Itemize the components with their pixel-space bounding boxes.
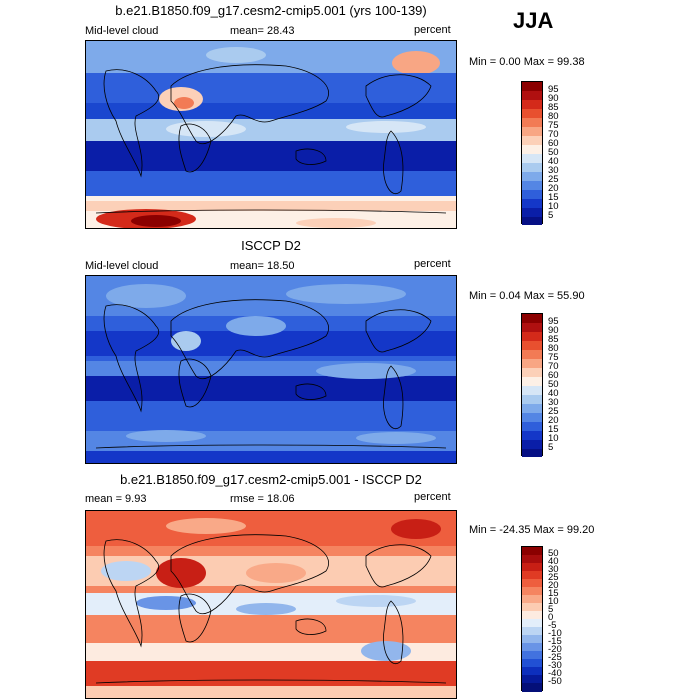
colorbar-tick-label: 85 [548, 334, 559, 345]
colorbar-tick-label: 30 [548, 397, 559, 408]
colorbar-tick-label: -20 [548, 644, 562, 655]
colorbar-tick-label: -5 [548, 620, 557, 631]
panel-2-mean-label: mean= 18.50 [230, 260, 295, 272]
colorbar-tick-label: 70 [548, 129, 559, 140]
colorbar-tick-label: 60 [548, 370, 559, 381]
colorbar-tick-label: 30 [548, 165, 559, 176]
colorbar-tick-label: 10 [548, 201, 559, 212]
panel-2-units-label: percent [414, 258, 451, 270]
colorbar-tick-label: 50 [548, 147, 559, 158]
colorbar-tick-label: 15 [548, 588, 559, 599]
colorbar-tick-label: -30 [548, 660, 562, 671]
season-label: JJA [513, 8, 554, 33]
panel-3-rmse-label: rmse = 18.06 [230, 493, 295, 505]
colorbar-tick-label: 90 [548, 93, 559, 104]
colorbar-tick-label: 75 [548, 352, 559, 363]
colorbar-tick-label: 75 [548, 120, 559, 131]
panel-1-variable-label: Mid-level cloud [85, 25, 159, 37]
colorbar-tick-label: 25 [548, 572, 559, 583]
panel-2-map [85, 275, 457, 464]
panel-1-colorbar: 95 90 85 80 75 70 60 50 40 30 25 20 15 1… [521, 81, 559, 225]
colorbar-tick-label: -50 [548, 676, 562, 687]
colorbar-tick-label: 50 [548, 548, 559, 559]
colorbar-tick-label: 40 [548, 156, 559, 167]
colorbar-tick-label: 70 [548, 361, 559, 372]
colorbar-tick-label: 95 [548, 316, 559, 327]
panel-2-variable-label: Mid-level cloud [85, 260, 159, 272]
colorbar-tick-label: 5 [548, 442, 554, 453]
colorbar-tick-label: 95 [548, 84, 559, 95]
colorbar-tick-label: 20 [548, 183, 559, 194]
panel-1-mean-label: mean= 28.43 [230, 25, 295, 37]
colorbar-tick-label: 80 [548, 111, 559, 122]
colorbar-tick-label: 0 [548, 612, 554, 623]
colorbar-tick-label: 60 [548, 138, 559, 149]
colorbar-tick-label: 5 [548, 210, 554, 221]
colorbar-tick-label: 20 [548, 580, 559, 591]
colorbar-tick-label: 25 [548, 174, 559, 185]
colorbar-tick-label: 10 [548, 596, 559, 607]
colorbar-tick-label: 50 [548, 379, 559, 390]
panel-1-units-label: percent [414, 24, 451, 36]
panel-2-colorbar: 95 90 85 80 75 70 60 50 40 30 25 20 15 1… [521, 313, 559, 457]
panel-3-minmax-label: Min = -24.35 Max = 99.20 [469, 524, 595, 536]
panel-2-title: ISCCP D2 [241, 238, 301, 253]
colorbar-tick-label: 15 [548, 424, 559, 435]
colorbar-tick-label: 85 [548, 102, 559, 113]
panel-2-minmax-label: Min = 0.04 Max = 55.90 [469, 290, 585, 302]
colorbar-tick-label: 90 [548, 325, 559, 336]
colorbar-tick-label: 20 [548, 415, 559, 426]
colorbar-tick-label: 80 [548, 343, 559, 354]
colorbar-tick-label: 10 [548, 433, 559, 444]
panel-1-title: b.e21.B1850.f09_g17.cesm2-cmip5.001 (yrs… [115, 3, 427, 18]
colorbar-tick-label: 15 [548, 192, 559, 203]
panel-3-mean-label: mean = 9.93 [85, 493, 147, 505]
colorbar-tick-label: 5 [548, 604, 554, 615]
colorbar-tick-label: -10 [548, 628, 562, 639]
colorbar-tick-label: 30 [548, 564, 559, 575]
panel-3-units-label: percent [414, 491, 451, 503]
colorbar-tick-label: -25 [548, 652, 562, 663]
panel-3-map [85, 510, 457, 699]
colorbar-tick-label: -40 [548, 668, 562, 679]
panel-1-map [85, 40, 457, 229]
panel-3-title: b.e21.B1850.f09_g17.cesm2-cmip5.001 - IS… [120, 472, 422, 487]
panel-1-minmax-label: Min = 0.00 Max = 99.38 [469, 56, 585, 68]
colorbar-tick-label: -15 [548, 636, 562, 647]
panel-3-colorbar: 50 40 30 25 20 15 10 5 0 -5 -10 -15 -20 … [521, 546, 562, 692]
colorbar-tick-label: 25 [548, 406, 559, 417]
colorbar-tick-label: 40 [548, 388, 559, 399]
colorbar-tick-label: 40 [548, 556, 559, 567]
